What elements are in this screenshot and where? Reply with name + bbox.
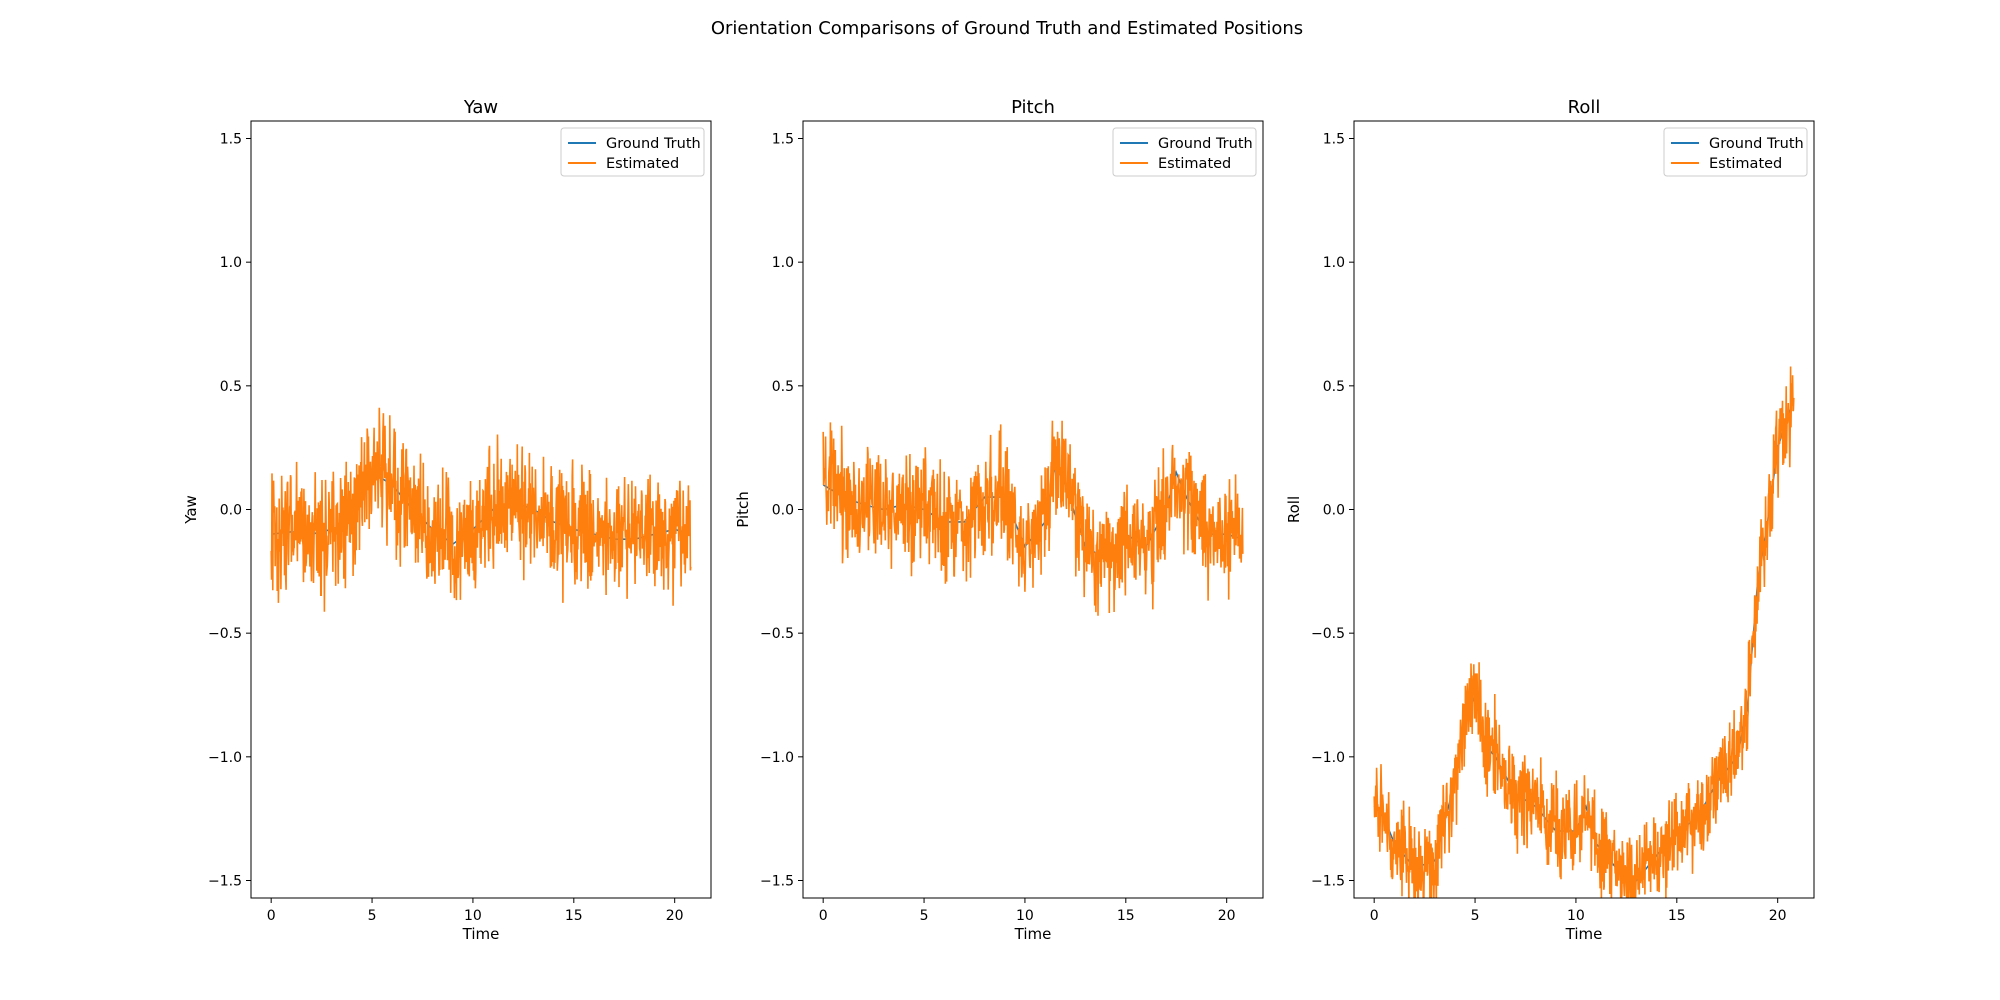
- legend-label: Ground Truth: [1709, 136, 1804, 152]
- y-tick-label: −0.5: [760, 626, 794, 642]
- x-tick-label: 15: [565, 908, 583, 924]
- x-tick-label: 15: [1117, 908, 1135, 924]
- x-tick-label: 0: [1370, 908, 1379, 924]
- y-tick-label: −0.5: [1311, 626, 1345, 642]
- series-line-estimated: [270, 407, 692, 612]
- y-tick-label: 1.0: [1323, 255, 1345, 271]
- y-tick-label: −1.0: [208, 750, 242, 766]
- panel-title: Roll: [1568, 97, 1601, 118]
- legend-label: Ground Truth: [1158, 136, 1253, 152]
- panel-title: Pitch: [1011, 97, 1055, 118]
- y-tick-label: −1.5: [1311, 873, 1345, 889]
- legend-box: [1663, 127, 1808, 177]
- y-tick-label: 0.0: [1323, 503, 1345, 519]
- legend-label: Ground Truth: [606, 136, 701, 152]
- x-tick-label: 15: [1668, 908, 1686, 924]
- y-tick-label: −1.5: [208, 873, 242, 889]
- y-tick-label: 1.0: [220, 255, 242, 271]
- legend: Ground Truth Estimated: [1112, 127, 1257, 177]
- x-axis-label: Time: [462, 925, 500, 943]
- y-tick-label: 0.0: [220, 503, 242, 519]
- panel-roll: 0 5 10 15 20 −1.5 −1.0 −0.5 0.0 0.5 1.0 1.5 Roll Time…: [1285, 97, 1815, 943]
- x-tick-label: 20: [666, 908, 684, 924]
- x-tick-label: 5: [1471, 908, 1480, 924]
- x-tick-label: 5: [920, 908, 929, 924]
- x-axis-label: Time: [1014, 925, 1052, 943]
- legend: Ground Truth Estimated: [1663, 127, 1808, 177]
- legend: Ground Truth Estimated: [560, 127, 705, 177]
- x-tick-label: 0: [819, 908, 828, 924]
- x-tick-label: 20: [1769, 908, 1787, 924]
- legend-box: [560, 127, 705, 177]
- figure-title: Orientation Comparisons of Ground Truth …: [711, 18, 1303, 39]
- y-axis-label: Pitch: [734, 491, 752, 528]
- legend-box: [1112, 127, 1257, 177]
- y-tick-label: 1.5: [1323, 132, 1345, 148]
- panel-title: Yaw: [463, 97, 498, 118]
- legend-label: Estimated: [1709, 156, 1782, 172]
- y-axis-label: Roll: [1285, 496, 1303, 523]
- x-axis-label: Time: [1565, 925, 1603, 943]
- y-tick-label: −0.5: [208, 626, 242, 642]
- x-tick-label: 10: [464, 908, 482, 924]
- y-axis-label: Yaw: [182, 495, 200, 525]
- y-tick-label: 1.5: [220, 132, 242, 148]
- x-tick-label: 10: [1567, 908, 1585, 924]
- series-line-estimated: [822, 420, 1244, 616]
- legend-label: Estimated: [1158, 156, 1231, 172]
- y-tick-label: 0.0: [772, 503, 794, 519]
- y-tick-label: 0.5: [220, 379, 242, 395]
- x-tick-label: 10: [1016, 908, 1034, 924]
- y-tick-label: 0.5: [772, 379, 794, 395]
- x-tick-label: 20: [1218, 908, 1236, 924]
- x-tick-label: 0: [267, 908, 276, 924]
- y-tick-label: −1.0: [760, 750, 794, 766]
- y-tick-label: −1.0: [1311, 750, 1345, 766]
- panel-pitch: 0 5 10 15 20 −1.5 −1.0 −0.5 0.0 0.5 1.0 1.5 Pitch Tim…: [734, 97, 1264, 943]
- x-tick-label: 5: [368, 908, 377, 924]
- series-line-estimated: [1373, 366, 1795, 898]
- y-tick-label: 1.0: [772, 255, 794, 271]
- y-tick-label: 1.5: [772, 132, 794, 148]
- panel-yaw: 0 5 10 15 20 −1.5 −1.0 −0.5 0.0 0.5 1.0 1.5 Yaw Time Y…: [182, 97, 712, 943]
- y-tick-label: 0.5: [1323, 379, 1345, 395]
- y-tick-label: −1.5: [760, 873, 794, 889]
- legend-label: Estimated: [606, 156, 679, 172]
